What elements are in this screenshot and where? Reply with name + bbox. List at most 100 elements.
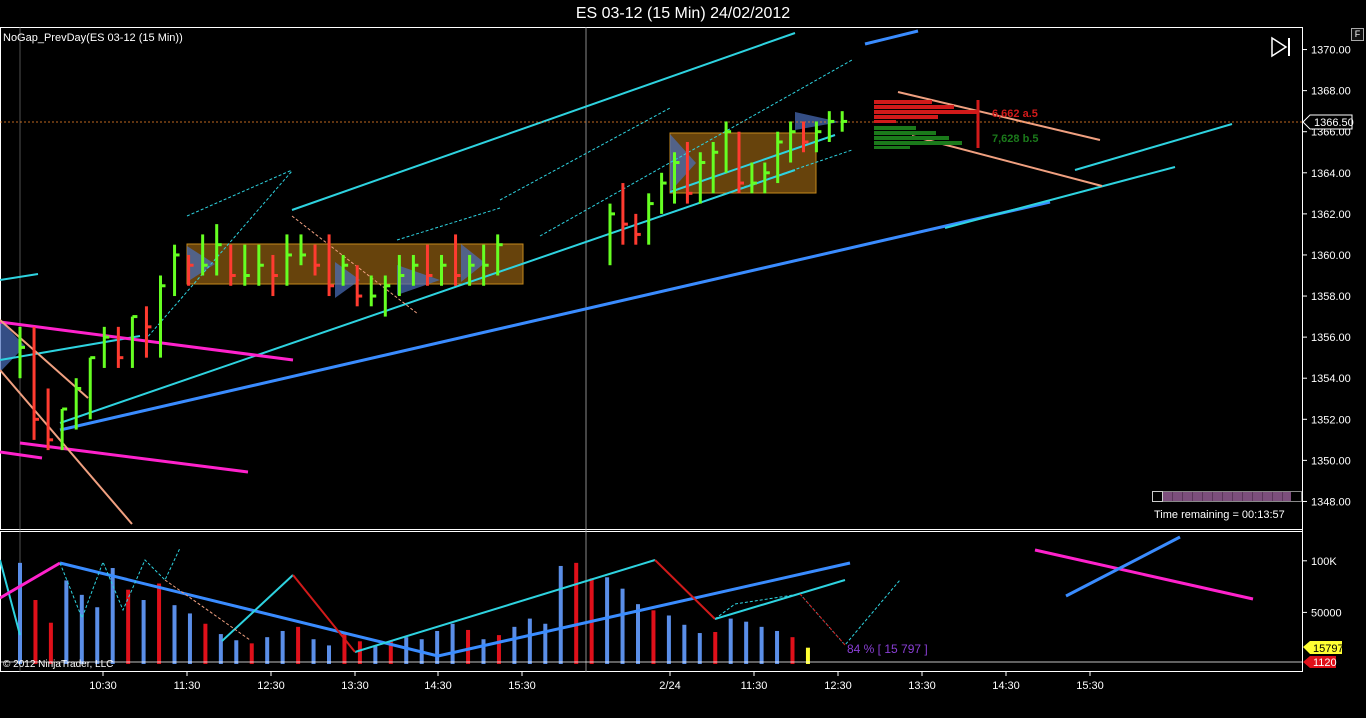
volume-bar	[666, 615, 671, 664]
volume-bar	[744, 621, 749, 664]
time-axis-label: 15:30	[508, 680, 536, 692]
bid-label: 7,628 b.5	[992, 133, 1038, 145]
volume-bar	[64, 580, 69, 664]
volume-trend-lines	[0, 535, 1254, 658]
marker-triangle	[670, 134, 696, 192]
price-axis-label: 1350.00	[1311, 455, 1351, 467]
bar-timer-progress	[1152, 491, 1302, 502]
current-price-tag: 1366.50	[1302, 114, 1354, 130]
volume-bar	[79, 594, 84, 664]
volume-bar	[342, 633, 347, 664]
marker-triangle	[187, 246, 215, 282]
play-pause-icon[interactable]	[1270, 36, 1292, 58]
volume-bar	[280, 630, 285, 664]
volume-bar	[790, 637, 795, 664]
volume-bar	[543, 623, 548, 664]
chart-corner-button[interactable]: F	[1351, 28, 1364, 41]
volume-bar	[435, 630, 440, 664]
volume-bar	[682, 624, 687, 664]
time-axis-label: 12:30	[257, 680, 285, 692]
marker-triangle	[335, 262, 360, 298]
volume-bar	[605, 577, 610, 664]
volume-bar	[651, 610, 656, 664]
volume-bar	[373, 645, 378, 664]
price-axis-label: 1370.00	[1311, 45, 1351, 57]
time-axis-label: 10:30	[89, 680, 117, 692]
threshold-label: 1120	[1313, 657, 1337, 669]
time-axis-label: 2/24	[659, 680, 680, 692]
time-axis-label: 11:30	[741, 680, 768, 692]
volume-bar	[157, 583, 162, 664]
price-axis-label: 1364.00	[1311, 168, 1351, 180]
threshold-tag: 1120	[1303, 656, 1337, 669]
volume-bar	[620, 588, 625, 664]
volume-bar	[95, 607, 100, 664]
volume-bar	[496, 635, 501, 664]
volume-bar	[172, 605, 177, 664]
volume-bar	[466, 629, 471, 664]
indicator-label: NoGap_PrevDay(ES 03-12 (15 Min))	[3, 32, 183, 44]
price-axis[interactable]: 1370.00 1368.00 1366.00 1364.00 1362.00 1360.…	[1302, 45, 1351, 509]
volume-bar	[249, 643, 254, 664]
volume-bar	[636, 604, 640, 664]
volume-bar	[558, 565, 563, 664]
marker-triangle	[795, 112, 840, 130]
volume-bar	[805, 647, 810, 664]
price-axis-label: 1348.00	[1311, 496, 1351, 508]
price-axis-label: 1360.00	[1311, 250, 1351, 262]
time-axis-label: 14:30	[992, 680, 1020, 692]
volume-bar	[527, 618, 532, 664]
volume-bar	[404, 637, 409, 664]
bar-timer-fill	[1153, 492, 1291, 501]
last-volume-label: 15797	[1313, 643, 1344, 655]
price-axis-label: 1368.00	[1311, 86, 1351, 98]
volume-axis-label: 100K	[1311, 556, 1337, 568]
volume-bar	[775, 630, 780, 664]
volume-bar	[18, 562, 22, 664]
price-axis-label: 1366.00	[1311, 127, 1351, 139]
price-axis-label: 1352.00	[1311, 414, 1351, 426]
volume-bars	[18, 562, 810, 664]
time-axis-label: 11:30	[174, 680, 201, 692]
volume-bar	[327, 645, 331, 664]
volume-bar	[388, 641, 393, 664]
volume-bar	[203, 623, 208, 664]
time-remaining-text: Time remaining = 00:13:57	[1154, 509, 1285, 521]
last-volume-tag: 15797	[1303, 641, 1344, 655]
volume-bar	[48, 622, 53, 664]
volume-bar	[357, 641, 362, 664]
volume-bar	[728, 618, 733, 664]
time-axis-label: 12:30	[824, 680, 852, 692]
price-bars	[18, 111, 848, 451]
trend-lines	[0, 29, 1233, 525]
time-axis-label: 13:30	[341, 680, 369, 692]
volume-bar	[450, 623, 455, 664]
order-book-histogram	[874, 100, 980, 149]
ask-label: 6,662 a.5	[992, 108, 1038, 120]
bar-timer-checkbox[interactable]	[1152, 491, 1163, 502]
price-axis-label: 1358.00	[1311, 291, 1351, 303]
copyright-text: © 2012 NinjaTrader, LLC	[3, 659, 114, 670]
time-axis[interactable]: 10:30 11:30 12:30 13:30 14:30 15:30 2/24 11:30 1…	[89, 672, 1104, 692]
volume-bar	[141, 600, 146, 664]
volume-bar	[296, 626, 301, 664]
chart-title: ES 03-12 (15 Min) 24/02/2012	[575, 5, 791, 22]
volume-axis[interactable]: 100K 50000	[1302, 556, 1342, 620]
current-price-label: 1366.50	[1314, 117, 1354, 129]
time-axis-label: 13:30	[908, 680, 936, 692]
volume-bar	[126, 589, 131, 664]
volume-bar	[713, 632, 718, 664]
volume-bar	[574, 562, 579, 664]
volume-axis-label: 50000	[1311, 607, 1342, 619]
volume-bar	[697, 633, 702, 664]
marker-triangle	[397, 265, 440, 295]
volume-percent-label: 84 % [ 15 797 ]	[847, 642, 928, 656]
volume-bar	[218, 634, 223, 664]
volume-bar	[110, 568, 115, 664]
volume-bar	[311, 639, 316, 664]
volume-bar	[265, 637, 270, 664]
volume-bar	[234, 640, 239, 664]
price-axis-label: 1362.00	[1311, 209, 1351, 221]
price-axis-label: 1356.00	[1311, 332, 1351, 344]
